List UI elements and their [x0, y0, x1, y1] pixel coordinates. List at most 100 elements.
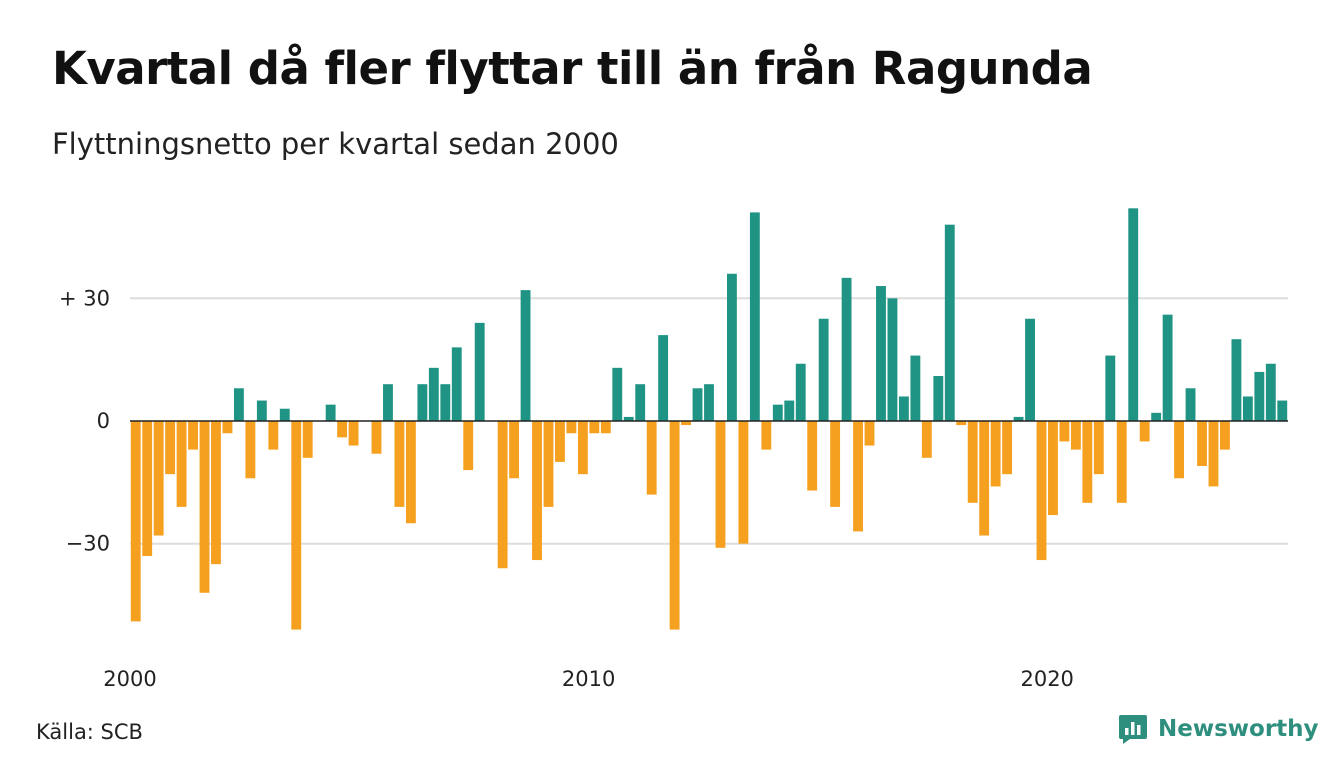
bar — [474, 322, 485, 421]
bar — [887, 298, 898, 421]
bar-chart: + 30 0 −30 2000 2010 2020 — [59, 208, 1288, 691]
y-tick-label: + 30 — [59, 286, 110, 310]
bar — [268, 421, 279, 450]
bar — [176, 421, 187, 507]
bar — [876, 286, 886, 421]
bar — [600, 421, 611, 434]
bar — [1139, 421, 1150, 442]
bar — [704, 384, 714, 421]
bar — [1105, 355, 1116, 421]
bar — [807, 421, 818, 491]
bar — [1070, 421, 1081, 450]
bar — [233, 388, 244, 421]
bar — [1174, 421, 1185, 479]
bar — [509, 421, 520, 479]
bar — [715, 421, 726, 548]
bar — [130, 421, 141, 622]
bar — [841, 277, 852, 421]
bar — [1082, 421, 1093, 503]
bar — [669, 421, 680, 630]
bar — [967, 421, 978, 503]
bar — [853, 421, 863, 532]
y-tick-label: 0 — [97, 409, 110, 433]
bar — [188, 421, 198, 450]
bar — [405, 421, 416, 524]
brand-name: Newsworthy — [1158, 716, 1319, 742]
bar — [153, 421, 164, 536]
bar — [497, 421, 508, 569]
bar — [933, 376, 944, 421]
bar — [623, 416, 634, 421]
bar — [440, 384, 451, 421]
bar — [1116, 421, 1127, 503]
bar — [1185, 388, 1196, 421]
chart-subtitle: Flyttningsnetto per kvartal sedan 2000 — [52, 127, 619, 161]
newsworthy-logo-icon — [1119, 715, 1147, 744]
brand-logo: Newsworthy — [1118, 713, 1319, 745]
bar — [921, 421, 932, 458]
chart-title: Kvartal då fler flyttar till än från Rag… — [52, 42, 1093, 95]
bar — [1048, 421, 1058, 516]
bar — [1254, 371, 1265, 421]
bar — [451, 347, 462, 421]
bar — [612, 367, 623, 421]
bar — [520, 290, 531, 421]
bar — [635, 384, 646, 421]
bar — [898, 396, 909, 421]
bar — [944, 224, 955, 421]
bar — [658, 335, 669, 421]
bar — [463, 421, 474, 471]
bar — [325, 404, 336, 421]
bar — [818, 318, 829, 421]
bar — [910, 355, 921, 421]
bar — [1013, 416, 1024, 421]
bar — [1002, 421, 1013, 475]
bar — [749, 212, 760, 421]
bar — [772, 404, 783, 421]
bar — [761, 421, 772, 450]
tick-labels: + 30 0 −30 2000 2010 2020 — [59, 286, 1074, 691]
bar — [348, 421, 359, 446]
bar — [738, 421, 749, 544]
bar — [1093, 421, 1104, 475]
bar — [279, 408, 290, 421]
bar — [1208, 421, 1219, 487]
bar — [864, 421, 875, 446]
bar — [199, 421, 210, 593]
bar — [165, 421, 176, 475]
bar — [1265, 363, 1276, 421]
bar — [222, 421, 233, 434]
x-tick-label: 2000 — [103, 667, 156, 691]
bar — [727, 273, 737, 421]
bar — [211, 421, 221, 565]
bar — [394, 421, 405, 507]
bar — [979, 421, 990, 536]
bar — [784, 400, 795, 421]
bar — [956, 421, 967, 426]
bar — [577, 421, 588, 475]
bar — [1231, 339, 1242, 421]
bar — [245, 421, 256, 479]
bar — [646, 421, 657, 495]
bar — [692, 388, 703, 421]
bar — [428, 367, 439, 421]
source-note: Källa: SCB — [36, 720, 143, 744]
bar — [1197, 421, 1207, 466]
bar — [830, 421, 841, 507]
bar — [1025, 318, 1035, 421]
bar — [555, 421, 565, 462]
bar — [1151, 412, 1162, 421]
bar — [1128, 208, 1139, 421]
bar — [795, 363, 806, 421]
bar — [1036, 421, 1047, 561]
bar — [1277, 400, 1288, 421]
x-tick-label: 2010 — [562, 667, 615, 691]
bar — [589, 421, 600, 434]
bar — [532, 421, 542, 561]
bar — [566, 421, 577, 434]
bar — [1242, 396, 1253, 421]
bar — [337, 421, 348, 438]
bar — [417, 384, 428, 421]
bar — [681, 421, 691, 426]
bar — [990, 421, 1001, 487]
